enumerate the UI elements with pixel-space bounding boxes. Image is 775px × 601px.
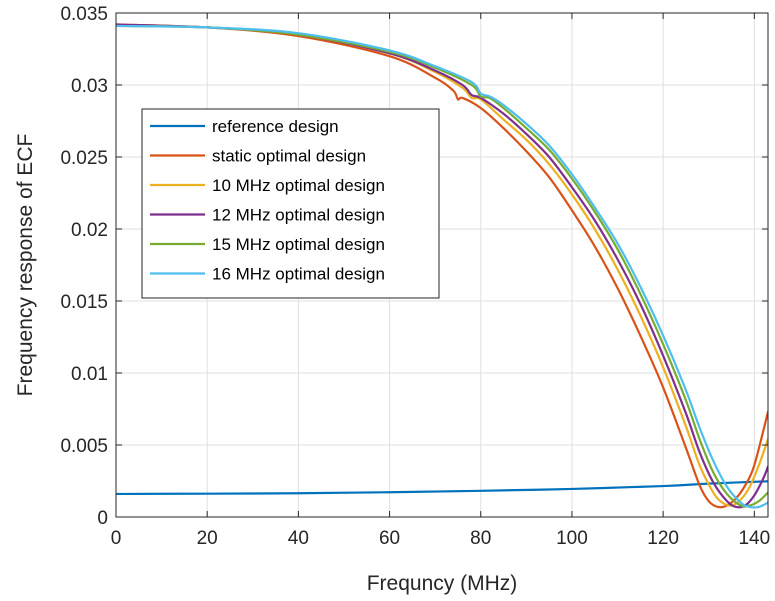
y-tick-label: 0.02: [71, 220, 108, 241]
series-line-0: [116, 480, 768, 496]
axis-ticks: 0 20 40 60 80 100 120 140 0 0.005 0.01 0.015 0.02 0.0…: [60, 4, 770, 549]
x-tick-label: 60: [379, 528, 400, 549]
y-tick-label: 0.01: [71, 364, 108, 385]
series-line-4: [116, 24, 768, 508]
x-tick-label: 20: [197, 528, 218, 549]
y-tick-label: 0.005: [60, 436, 108, 457]
series-line-1: [116, 23, 768, 509]
y-axis-label: Frequency response of ECF: [14, 134, 37, 397]
plot-series: [116, 23, 768, 509]
x-tick-label: 80: [470, 528, 491, 549]
y-tick-label: 0.015: [60, 292, 108, 313]
legend: reference design static optimal design 10 …: [141, 108, 440, 299]
legend-label: reference design: [212, 117, 339, 136]
x-tick-label: 140: [738, 528, 770, 549]
y-tick-label: 0.025: [60, 148, 108, 169]
x-tick-label: 40: [288, 528, 309, 549]
y-tick-label: 0: [97, 508, 108, 529]
x-tick-label: 120: [647, 528, 679, 549]
grid: [115, 12, 768, 518]
legend-label: 15 MHz optimal design: [212, 235, 385, 254]
x-tick-label: 100: [556, 528, 588, 549]
legend-label: 10 MHz optimal design: [212, 176, 385, 195]
y-tick-label: 0.035: [60, 4, 108, 25]
series-line-5: [116, 24, 768, 509]
legend-box: [141, 108, 440, 299]
series-line-3: [116, 23, 768, 509]
x-axis-label: Frequncy (MHz): [367, 572, 518, 595]
legend-label: static optimal design: [212, 147, 366, 166]
y-tick-label: 0.03: [71, 76, 108, 97]
legend-label: 12 MHz optimal design: [212, 206, 385, 225]
legend-label: 16 MHz optimal design: [212, 265, 385, 284]
x-tick-label: 0: [111, 528, 122, 549]
plot-frame: [115, 12, 769, 518]
